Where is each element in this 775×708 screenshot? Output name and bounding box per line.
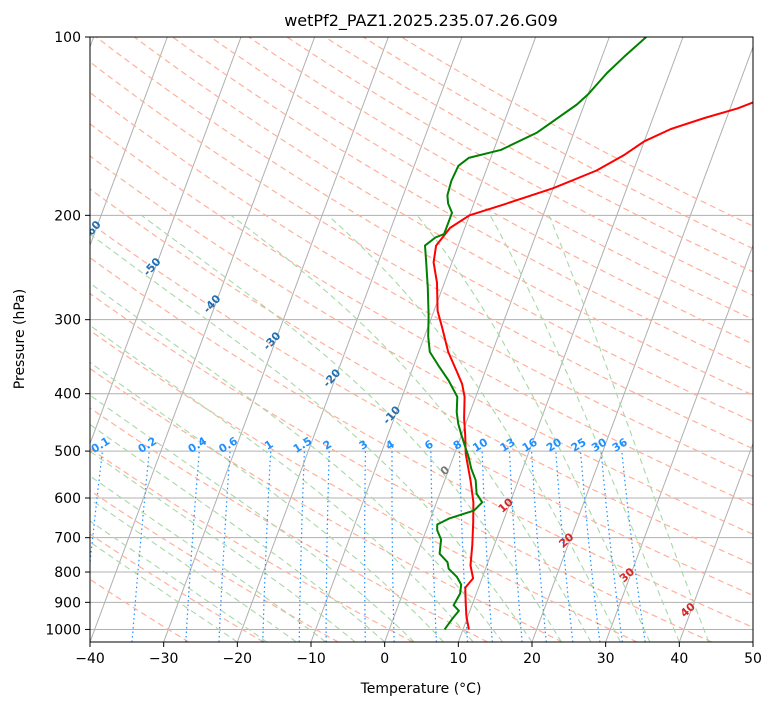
mixing-ratio-line-10 [481, 451, 493, 642]
isotherm-30 [605, 243, 753, 642]
mixing-ratio-line-4 [391, 451, 395, 642]
dry-adiabat-160 [247, 37, 753, 321]
dry-adiabat-10 [90, 407, 488, 642]
mixing-ratio-line-0.4 [185, 451, 200, 642]
dry-adiabat-120 [95, 37, 753, 423]
mixing-ratio-line-13 [508, 451, 523, 642]
moist-adiabat--12 [90, 498, 297, 642]
y-tick-label: 800 [54, 565, 81, 581]
x-tick-label: 40 [670, 651, 688, 667]
moist-adiabat-32 [327, 214, 621, 642]
mixing-ratio-line-25 [579, 451, 601, 642]
x-tick-label: 10 [449, 651, 467, 667]
dry-adiabat-90 [90, 123, 753, 506]
isotherm-40 [678, 442, 753, 642]
dry-adiabat-40 [90, 292, 712, 642]
y-tick-label: 300 [54, 313, 81, 329]
dewpoint-line [424, 37, 647, 630]
mixing-ratio-line-6 [430, 451, 437, 642]
y-tick-label: 900 [54, 595, 81, 611]
isotherm--30 [163, 37, 389, 642]
isotherm--60 [90, 37, 168, 247]
mixing-ratio-line-1 [262, 451, 272, 642]
x-axis-label: Temperature (°C) [360, 681, 482, 697]
moist-adiabat-36 [416, 214, 651, 642]
mixing-ratio-line-3 [364, 451, 366, 642]
isotherm--10 [310, 37, 537, 642]
x-tick-label: −30 [149, 651, 179, 667]
background-lines [90, 37, 753, 642]
x-tick-label: 30 [597, 651, 615, 667]
moist-adiabat-20 [90, 233, 533, 642]
mixing-ratio-line-1.5 [298, 451, 305, 642]
isotherm--20 [236, 37, 463, 642]
x-tick-label: −10 [296, 651, 326, 667]
dry-adiabat-20 [90, 367, 563, 642]
dry-adiabat--20 [90, 533, 264, 642]
dry-adiabat-130 [133, 37, 753, 396]
mixing-ratio-line-2 [325, 451, 330, 642]
isotherm--50 [90, 37, 242, 446]
moist-adiabat-8 [90, 361, 444, 642]
y-tick-label: 400 [54, 387, 81, 403]
moist-adiabat-28 [230, 214, 592, 642]
plot-frame [89, 36, 754, 643]
moist-adiabat-24 [141, 214, 562, 642]
moist-adiabat-40 [489, 215, 680, 642]
y-tick-label: 600 [54, 491, 81, 507]
y-axis-ticks: 100 200 300 400 500 600 700 800 900 1000 [45, 30, 90, 638]
moist-adiabat-12 [90, 324, 474, 642]
temperature-line [432, 101, 753, 630]
mixing-ratio-line-30 [600, 451, 623, 642]
x-tick-label: −20 [223, 651, 253, 667]
moist-adiabat--16 [90, 520, 268, 642]
dry-adiabat-50 [90, 256, 753, 629]
moist-adiabat-16 [90, 282, 503, 642]
y-tick-label: 700 [54, 531, 81, 547]
x-tick-label: −40 [75, 651, 105, 667]
x-tick-label: 20 [523, 651, 541, 667]
y-axis-label: Pressure (hPa) [12, 289, 28, 389]
moist-adiabat--4 [90, 450, 356, 642]
dry-adiabat-30 [90, 329, 638, 642]
dry-adiabat--10 [90, 489, 339, 642]
dry-adiabat-100 [90, 91, 753, 478]
dry-adiabat-80 [90, 155, 753, 536]
x-axis-ticks: −40 −30 −20 −10 0 10 20 30 40 50 [75, 642, 762, 667]
isotherm-0 [384, 37, 610, 642]
x-tick-label: 0 [380, 651, 389, 667]
sounding-series [424, 37, 753, 630]
dry-adiabat-60 [90, 222, 753, 597]
x-tick-label: 50 [744, 651, 762, 667]
y-tick-label: 200 [54, 208, 81, 224]
moist-adiabat-4 [90, 394, 415, 642]
y-tick-label: 1000 [45, 622, 81, 638]
moist-adiabat-44 [548, 215, 710, 642]
mixing-ratio-line-0.2 [131, 451, 150, 642]
moist-adiabat--8 [90, 475, 327, 642]
dry-adiabat-170 [285, 37, 753, 297]
mixing-ratio-line-36 [621, 451, 646, 642]
mixing-ratio-line-0.6 [218, 451, 231, 642]
mixing-ratio-line-20 [555, 451, 574, 642]
y-tick-label: 100 [54, 30, 81, 46]
plot-area [90, 37, 753, 642]
chart-title: wetPf2_PAZ1.2025.235.07.26.G09 [284, 11, 558, 31]
isotherm--40 [90, 37, 316, 642]
y-tick-label: 500 [54, 444, 81, 460]
dry-adiabat-70 [90, 188, 753, 566]
mixing-ratio-line-16 [531, 451, 547, 642]
